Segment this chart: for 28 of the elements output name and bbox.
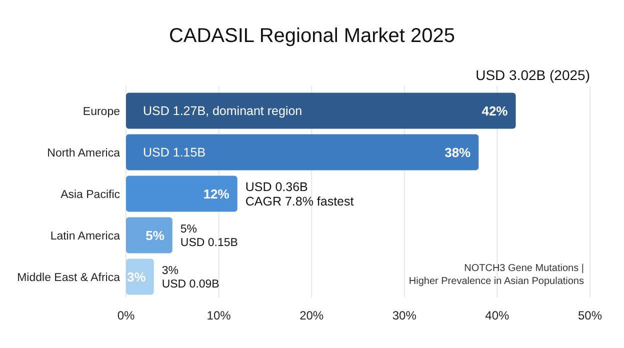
- x-tick-label: 10%: [206, 308, 232, 322]
- x-tick-label: 50%: [578, 308, 602, 322]
- x-tick-label: 20%: [300, 308, 324, 322]
- chart-subtitle: USD 3.02B (2025): [476, 67, 590, 83]
- bar: [126, 134, 479, 170]
- data-label: 12%: [203, 186, 230, 202]
- annotation: NOTCH3 Gene Mutations | Higher Prevalence in Asian Populations: [408, 262, 584, 287]
- x-tick-label: 0%: [117, 308, 135, 322]
- x-tick-label: 40%: [485, 308, 510, 322]
- annotation: USD 0.36B CAGR 7.8% fastest: [245, 180, 354, 208]
- annotation: 5% USD 0.15B: [180, 224, 238, 250]
- annotation: 3% USD 0.09B: [162, 265, 220, 291]
- y-tick-label: North America: [47, 147, 121, 160]
- data-label: 5%: [146, 228, 165, 243]
- annotation: USD 1.15B: [143, 146, 206, 160]
- x-tick-label: 30%: [392, 308, 417, 322]
- y-tick-label: Europe: [82, 106, 120, 118]
- y-tick-label: Asia Pacific: [60, 188, 120, 201]
- chart-title: CADASIL Regional Market 2025: [168, 25, 456, 47]
- data-label: 38%: [444, 144, 472, 160]
- data-label: 42%: [482, 103, 508, 118]
- bar: [126, 176, 238, 212]
- y-tick-label: Latin America: [50, 230, 121, 242]
- bar: [126, 217, 172, 254]
- bar: [126, 92, 516, 129]
- annotation: USD 1.27B, dominant region: [143, 104, 302, 118]
- y-tick-label: Middle East & Africa: [17, 272, 121, 284]
- data-label: 3%: [127, 269, 146, 284]
